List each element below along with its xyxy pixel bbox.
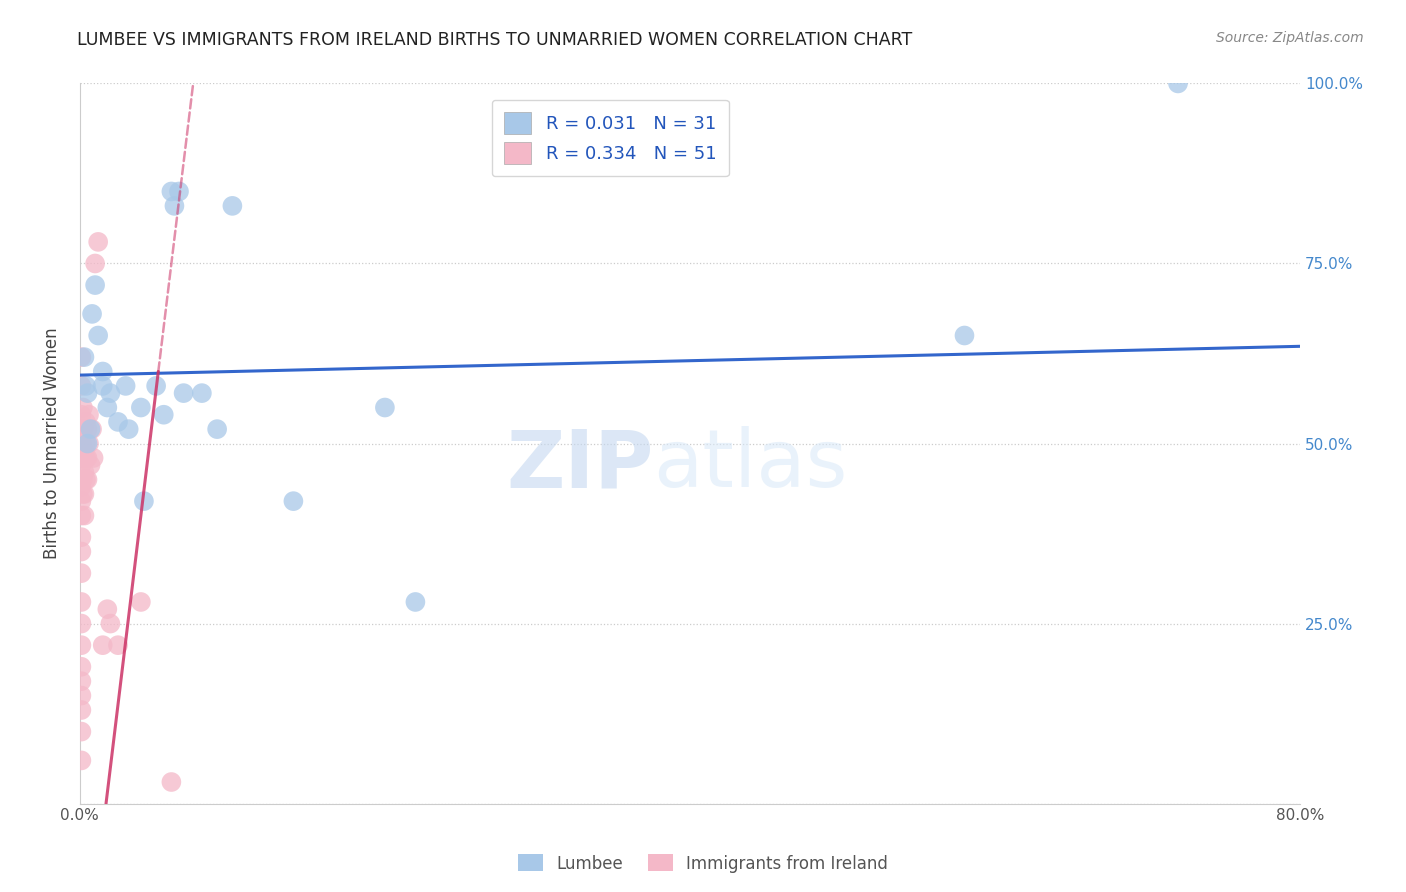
Text: atlas: atlas: [654, 426, 848, 504]
Point: [76, 450, 98, 465]
Point: [70, 494, 93, 508]
Point: [72, 473, 94, 487]
Point: [70, 544, 93, 558]
Point: [79, 422, 101, 436]
Point: [953, 328, 976, 343]
Point: [80, 422, 103, 436]
Point: [70, 530, 93, 544]
Point: [96, 401, 118, 415]
Point: [79, 458, 101, 472]
Point: [72, 450, 94, 465]
Legend: R = 0.031   N = 31, R = 0.334   N = 51: R = 0.031 N = 31, R = 0.334 N = 51: [492, 100, 728, 177]
Point: [77, 436, 100, 450]
Point: [70, 595, 93, 609]
Point: [75, 436, 97, 450]
Point: [76, 386, 98, 401]
Point: [70, 508, 93, 523]
Point: [70, 480, 93, 494]
Point: [145, 379, 167, 393]
Point: [83, 450, 105, 465]
Point: [129, 401, 152, 415]
Point: [76, 473, 98, 487]
Point: [72, 401, 94, 415]
Point: [87, 235, 110, 249]
Point: [75, 473, 97, 487]
Point: [70, 638, 93, 652]
Point: [129, 595, 152, 609]
Point: [173, 386, 195, 401]
Point: [160, 775, 183, 789]
Point: [75, 450, 97, 465]
Point: [221, 199, 243, 213]
Point: [70, 724, 93, 739]
Point: [283, 494, 305, 508]
Point: [163, 199, 186, 213]
Point: [404, 595, 426, 609]
Point: [205, 422, 228, 436]
Point: [70, 408, 93, 422]
Point: [132, 494, 155, 508]
Point: [84, 278, 107, 293]
Point: [75, 379, 97, 393]
Point: [70, 458, 93, 472]
Point: [70, 674, 93, 689]
Point: [70, 753, 93, 767]
Point: [73, 350, 96, 364]
Point: [73, 422, 96, 436]
Legend: Lumbee, Immigrants from Ireland: Lumbee, Immigrants from Ireland: [512, 847, 894, 880]
Point: [191, 386, 214, 401]
Point: [1167, 77, 1189, 91]
Point: [100, 616, 122, 631]
Point: [75, 415, 97, 429]
Point: [91, 379, 114, 393]
Y-axis label: Births to Unmarried Women: Births to Unmarried Women: [44, 327, 60, 559]
Point: [70, 689, 93, 703]
Point: [72, 436, 94, 450]
Point: [73, 466, 96, 480]
Text: ZIP: ZIP: [506, 426, 654, 504]
Text: Source: ZipAtlas.com: Source: ZipAtlas.com: [1216, 31, 1364, 45]
Point: [70, 379, 93, 393]
Point: [76, 422, 98, 436]
Point: [107, 415, 129, 429]
Point: [72, 487, 94, 501]
Point: [160, 185, 183, 199]
Text: LUMBEE VS IMMIGRANTS FROM IRELAND BIRTHS TO UNMARRIED WOMEN CORRELATION CHART: LUMBEE VS IMMIGRANTS FROM IRELAND BIRTHS…: [77, 31, 912, 49]
Point: [87, 328, 110, 343]
Point: [152, 408, 174, 422]
Point: [91, 638, 114, 652]
Point: [100, 386, 122, 401]
Point: [374, 401, 396, 415]
Point: [72, 422, 94, 436]
Point: [70, 703, 93, 717]
Point: [84, 256, 107, 270]
Point: [118, 422, 141, 436]
Point: [80, 307, 103, 321]
Point: [70, 350, 93, 364]
Point: [107, 638, 129, 652]
Point: [70, 660, 93, 674]
Point: [73, 443, 96, 458]
Point: [73, 487, 96, 501]
Point: [70, 616, 93, 631]
Point: [77, 408, 100, 422]
Point: [76, 436, 98, 450]
Point: [91, 364, 114, 378]
Point: [70, 436, 93, 450]
Point: [73, 508, 96, 523]
Point: [167, 185, 190, 199]
Point: [114, 379, 136, 393]
Point: [96, 602, 118, 616]
Point: [70, 566, 93, 581]
